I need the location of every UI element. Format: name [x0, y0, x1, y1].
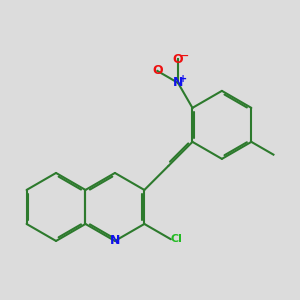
Text: O: O [152, 64, 163, 77]
Text: O: O [173, 52, 183, 65]
Text: +: + [179, 74, 187, 84]
Text: N: N [173, 76, 183, 89]
Text: Cl: Cl [171, 234, 183, 244]
Text: −: − [179, 51, 189, 61]
Text: N: N [110, 235, 120, 248]
